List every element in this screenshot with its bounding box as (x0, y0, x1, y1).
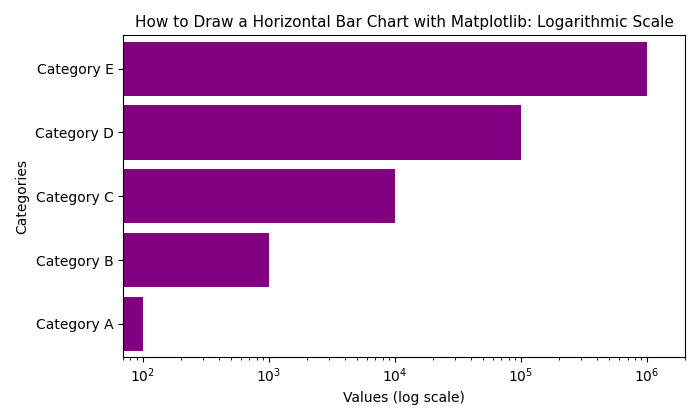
Bar (0, 233, 269, 287)
X-axis label: Values (log scale): Values (log scale) (343, 391, 465, 405)
Y-axis label: Categories: Categories (15, 159, 29, 234)
Bar (0, 42, 647, 96)
Bar (0, 105, 521, 160)
Bar (0, 169, 395, 223)
Title: How to Draw a Horizontal Bar Chart with Matplotlib: Logarithmic Scale: How to Draw a Horizontal Bar Chart with … (134, 15, 673, 30)
Bar (0, 297, 143, 351)
